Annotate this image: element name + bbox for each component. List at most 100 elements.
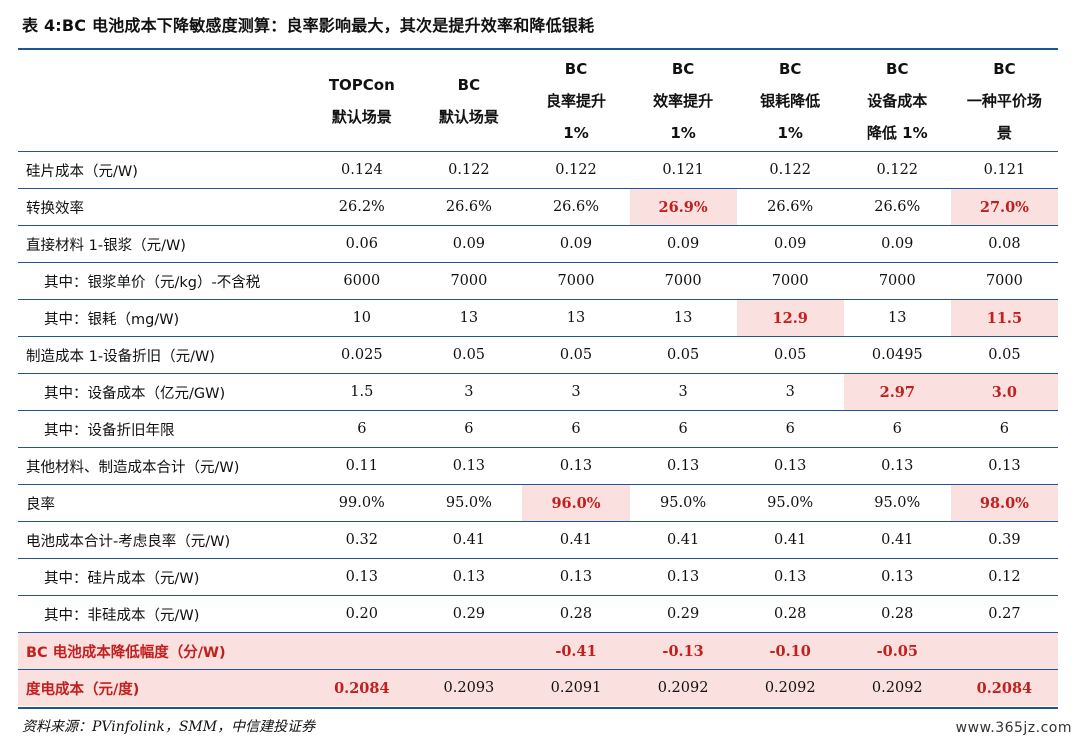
table-cell: 11.5	[950, 299, 1058, 337]
row-label: 制造成本 1-设备折旧（元/W)	[18, 336, 309, 374]
row-label: 度电成本（元/度)	[18, 669, 309, 706]
table-cell: 0.2084	[950, 669, 1058, 706]
table-cell: 0.28	[843, 595, 951, 633]
table-cell: 0.05	[736, 336, 844, 374]
table-cell: -0.05	[843, 632, 951, 670]
table-cell: 3	[629, 373, 737, 411]
table-cell: 0.13	[308, 558, 416, 596]
table-cell: 0.41	[415, 521, 523, 559]
column-header-line: 降低 1%	[866, 123, 928, 142]
column-header-line: BC	[993, 59, 1016, 78]
table-row: 其中：设备成本（亿元/GW) 1.5 3 3 3 3 2.97 3.0	[18, 373, 1058, 411]
row-label: 其中：银耗（mg/W)	[18, 299, 309, 337]
column-header-line: 景	[996, 123, 1012, 142]
table-cell: 0.124	[308, 151, 416, 189]
table-cell: 12.9	[736, 299, 844, 337]
table-row: 硅片成本（元/W) 0.124 0.122 0.122 0.121 0.122 0.122 0…	[18, 151, 1058, 189]
table-row: 直接材料 1-银浆（元/W) 0.06 0.09 0.09 0.09 0.09 0.09 0.…	[18, 225, 1058, 263]
table-cell: 6	[415, 410, 523, 448]
row-label: 硅片成本（元/W)	[18, 151, 309, 189]
header-blank	[18, 50, 309, 152]
source-note: 资料来源：PVinfolink，SMM，中信建投证券	[22, 719, 316, 735]
column-header-line: BC	[457, 75, 481, 94]
row-label: 电池成本合计-考虑良率（元/W)	[18, 521, 309, 559]
column-header: BC 银耗降低 1%	[736, 50, 844, 152]
table-cell: 0.09	[522, 225, 630, 263]
header-row: TOPCon 默认场景 BC 默认场景 BC 良率提升 1% BC 效率提升 1% BC 银耗降低 1%…	[18, 50, 1058, 152]
row-label: 其他材料、制造成本合计（元/W)	[18, 447, 309, 485]
column-header: BC 良率提升 1%	[522, 50, 630, 152]
table-cell: 0.2092	[736, 669, 844, 706]
table-cell: 0.13	[629, 447, 737, 485]
table-cell: 0.09	[629, 225, 737, 263]
table-cell: 0.06	[308, 225, 416, 263]
table-cell: 0.121	[950, 151, 1058, 189]
table-row: 良率 99.0% 95.0% 96.0% 95.0% 95.0% 95.0% 98.0%	[18, 484, 1058, 522]
row-label: 其中：银浆单价（元/kg）-不含税	[18, 262, 309, 300]
table-cell: 0.13	[950, 447, 1058, 485]
row-label: 其中：设备成本（亿元/GW)	[18, 373, 309, 411]
table-cell: 13	[629, 299, 737, 337]
table-cell: 6	[736, 410, 844, 448]
table-cell: 0.13	[415, 447, 523, 485]
table-title: 表 4:BC 电池成本下降敏感度测算：良率影响最大，其次是提升效率和降低银耗	[22, 16, 595, 35]
table-cell: 0.122	[522, 151, 630, 189]
table-cell: 95.0%	[415, 484, 523, 522]
table-cell: 13	[843, 299, 951, 337]
table-cell: 6	[950, 410, 1058, 448]
table-cell: 0.09	[415, 225, 523, 263]
column-header-line: BC	[778, 59, 802, 78]
column-header-line: 默认场景	[331, 107, 392, 126]
table-cell: 0.29	[415, 595, 523, 633]
column-header-line: 设备成本	[867, 91, 928, 110]
table-row: 转换效率 26.2% 26.6% 26.6% 26.9% 26.6% 26.6% 27.0%	[18, 188, 1058, 226]
table-cell: 99.0%	[308, 484, 416, 522]
table-cell: 3.0	[950, 373, 1058, 411]
table-cell: 96.0%	[522, 484, 630, 522]
table-row: 电池成本合计-考虑良率（元/W) 0.32 0.41 0.41 0.41 0.41 0.41…	[18, 521, 1058, 559]
table-cell: 98.0%	[950, 484, 1058, 522]
lcoe-row: 度电成本（元/度) 0.2084 0.2093 0.2091 0.2092 0.2092 0…	[18, 669, 1058, 706]
table-cell	[308, 632, 416, 670]
table-cell: 6000	[308, 262, 416, 300]
table-row: 其中：设备折旧年限 6 6 6 6 6 6 6	[18, 410, 1058, 448]
table-cell: 0.12	[950, 558, 1058, 596]
column-header: BC 默认场景	[415, 50, 523, 152]
table-cell: -0.10	[736, 632, 844, 670]
table-cell: 0.13	[843, 447, 951, 485]
table-cell: 0.121	[629, 151, 737, 189]
table-cell: 0.32	[308, 521, 416, 559]
row-label: 良率	[18, 484, 309, 522]
table-body: 硅片成本（元/W) 0.124 0.122 0.122 0.121 0.122 0.122 0…	[18, 151, 1058, 706]
table-cell: 26.6%	[843, 188, 951, 226]
table-cell: 26.2%	[308, 188, 416, 226]
column-header: TOPCon 默认场景	[308, 50, 416, 152]
table-row: 其中：银浆单价（元/kg）-不含税 6000 7000 7000 7000 7000 700…	[18, 262, 1058, 300]
table-cell: 0.13	[522, 447, 630, 485]
column-header: BC 设备成本 降低 1%	[843, 50, 951, 152]
table-cell	[415, 632, 523, 670]
table-cell: 0.41	[736, 521, 844, 559]
table-row: 其中：银耗（mg/W) 10 13 13 13 12.9 13 11.5	[18, 299, 1058, 337]
table-cell: 0.28	[522, 595, 630, 633]
table-cell: 0.13	[736, 558, 844, 596]
row-label: 直接材料 1-银浆（元/W)	[18, 225, 309, 263]
table-cell: 7000	[415, 262, 523, 300]
table-cell: 26.9%	[629, 188, 737, 226]
table-cell: 0.13	[843, 558, 951, 596]
column-header: BC 效率提升 1%	[629, 50, 737, 152]
table-row: 制造成本 1-设备折旧（元/W) 0.025 0.05 0.05 0.05 0.05 0.0…	[18, 336, 1058, 374]
bottom-rule	[18, 707, 1058, 709]
table-cell: 6	[843, 410, 951, 448]
table-row: 其他材料、制造成本合计（元/W) 0.11 0.13 0.13 0.13 0.13 0.13…	[18, 447, 1058, 485]
column-header-line: 一种平价场	[966, 91, 1042, 110]
table-cell: 0.41	[843, 521, 951, 559]
table-cell: 0.05	[629, 336, 737, 374]
table-cell: 7000	[950, 262, 1058, 300]
table-cell: 0.2092	[843, 669, 951, 706]
table-cell: 27.0%	[950, 188, 1058, 226]
table-cell: -0.13	[629, 632, 737, 670]
table-cell: 0.0495	[843, 336, 951, 374]
table-cell: 1.5	[308, 373, 416, 411]
table-cell: 6	[522, 410, 630, 448]
